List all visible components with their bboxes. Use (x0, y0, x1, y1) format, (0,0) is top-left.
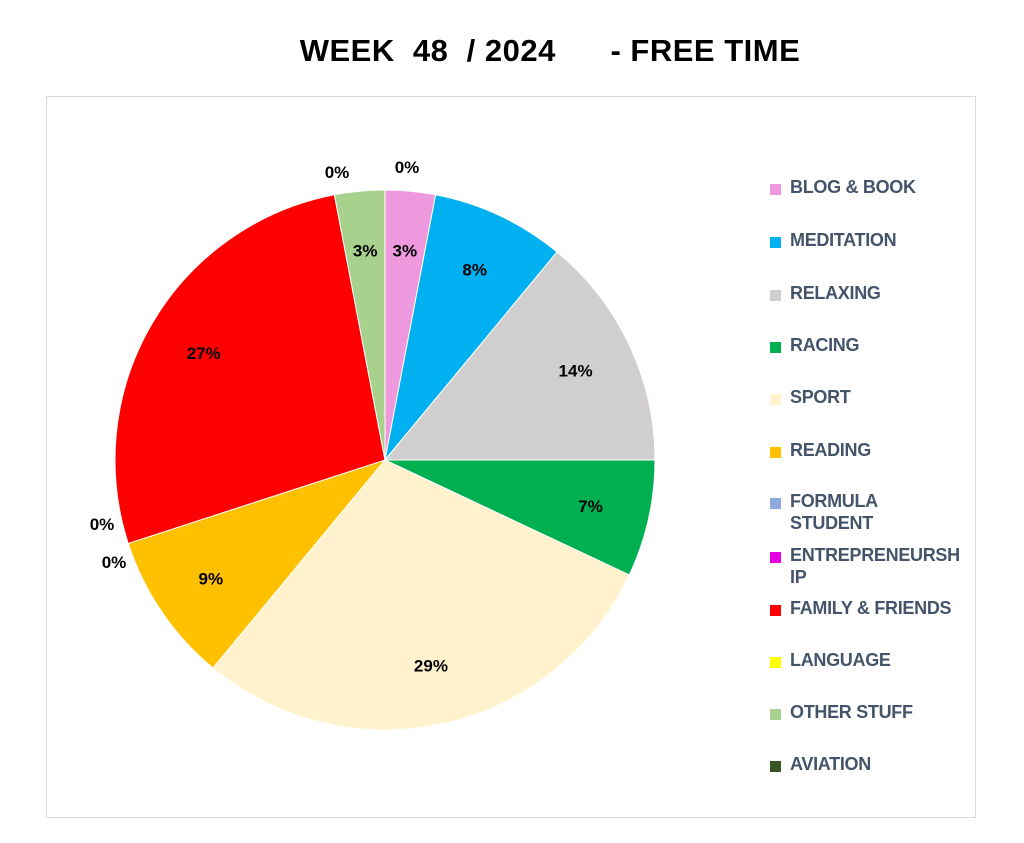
legend-label: RACING (790, 334, 990, 356)
pie-slice-reading (127, 458, 387, 669)
data-label: 0% (325, 163, 350, 182)
legend-label: RELAXING (790, 282, 990, 304)
legend-swatch (770, 394, 781, 405)
data-label: 0% (395, 158, 420, 177)
pie-slice-family-friends (114, 194, 386, 545)
legend-label: FORMULA STUDENT (790, 490, 990, 534)
legend-swatch (770, 761, 781, 772)
legend-label: AVIATION (790, 753, 990, 775)
chart-area (46, 96, 976, 818)
legend-label-line: AVIATION (790, 754, 871, 774)
pie-slice-other-stuff (333, 189, 386, 461)
legend-label-line: FAMILY & FRIENDS (790, 598, 952, 618)
data-label: 8% (462, 260, 487, 279)
legend-label-line: OTHER STUFF (790, 702, 913, 722)
data-label: 27% (187, 344, 221, 363)
pie-slice-relaxing (383, 251, 656, 461)
data-label: 7% (578, 497, 603, 516)
legend-label-line: FORMULA (790, 491, 878, 511)
legend-label-line: STUDENT (790, 513, 873, 533)
pie-slice-meditation (384, 194, 558, 461)
legend-label-line: RELAXING (790, 283, 881, 303)
data-label: 9% (199, 569, 224, 588)
legend-label-line: LANGUAGE (790, 650, 891, 670)
legend-label-line: RACING (790, 335, 860, 355)
legend-label-line: MEDITATION (790, 230, 897, 250)
legend: BLOG & BOOK MEDITATION RELAXING RACING SPORT… (770, 0, 1020, 843)
legend-label-line: SPORT (790, 387, 851, 407)
legend-label: READING (790, 439, 990, 461)
data-label: 3% (353, 241, 378, 260)
legend-swatch (770, 184, 781, 195)
data-label: 29% (414, 657, 448, 676)
legend-label: MEDITATION (790, 229, 990, 251)
data-label: 3% (393, 241, 418, 260)
legend-label-line: IP (790, 567, 807, 587)
pie-slice-sport (212, 459, 630, 731)
legend-swatch (770, 447, 781, 458)
legend-label-line: ENTREPRENEURSH (790, 545, 960, 565)
legend-swatch (770, 605, 781, 616)
pie-slice-racing (384, 459, 656, 576)
legend-swatch (770, 342, 781, 353)
legend-swatch (770, 290, 781, 301)
legend-label: OTHER STUFF (790, 701, 990, 723)
legend-label: BLOG & BOOK (790, 176, 990, 198)
data-label: 0% (102, 553, 127, 572)
legend-swatch (770, 237, 781, 248)
legend-swatch (770, 552, 781, 563)
legend-label: ENTREPRENEURSH IP (790, 544, 990, 588)
legend-label-line: READING (790, 440, 871, 460)
data-label: 0% (90, 515, 115, 534)
legend-swatch (770, 657, 781, 668)
legend-label: SPORT (790, 386, 990, 408)
legend-swatch (770, 498, 781, 509)
legend-swatch (770, 709, 781, 720)
chart-title: WEEK 48 / 2024 - FREE TIME (299, 33, 801, 68)
legend-label-line: BLOG & BOOK (790, 177, 916, 197)
data-label: 14% (559, 361, 593, 380)
legend-label: LANGUAGE (790, 649, 990, 671)
legend-label: FAMILY & FRIENDS (790, 597, 990, 619)
